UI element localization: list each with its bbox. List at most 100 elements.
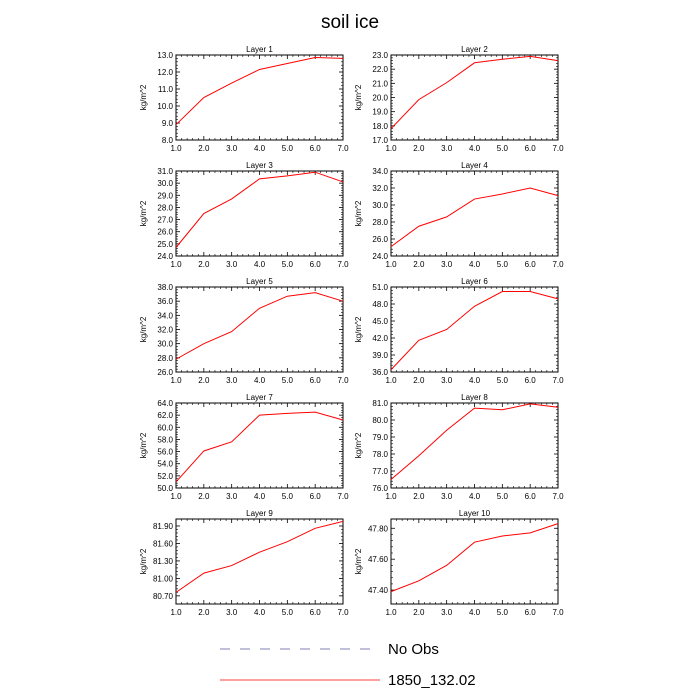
x-tick-label: 1.0 bbox=[385, 492, 397, 501]
y-tick-label: 10.0 bbox=[157, 102, 173, 111]
x-tick-label: 6.0 bbox=[525, 376, 537, 385]
x-tick-label: 6.0 bbox=[525, 608, 537, 617]
panel-layer-5: Layer 5 1.0 2.0 3.0 4.0 5.0 6.0 7.0 26.0 28.0 30.0… bbox=[139, 277, 349, 385]
x-tick-label: 2.0 bbox=[198, 492, 210, 501]
panel-layer-7: Layer 7 1.0 2.0 3.0 4.0 5.0 6.0 7.0 50.0 52.0 54.0… bbox=[139, 393, 349, 501]
y-tick-label: 32.0 bbox=[372, 184, 388, 193]
x-tick-label: 4.0 bbox=[254, 144, 266, 153]
panel-title: Layer 2 bbox=[461, 45, 488, 54]
x-tick-label: 2.0 bbox=[198, 144, 210, 153]
x-tick-label: 7.0 bbox=[337, 260, 349, 269]
x-tick-label: 2.0 bbox=[198, 608, 210, 617]
panel-title: Layer 7 bbox=[246, 393, 273, 402]
y-tick-label: 56.0 bbox=[157, 448, 173, 457]
series-line bbox=[175, 411, 344, 483]
x-tick-label: 6.0 bbox=[525, 492, 537, 501]
y-axis-label: kg/m^2 bbox=[139, 548, 148, 574]
y-tick-label: 48.0 bbox=[372, 300, 388, 309]
x-tick-label: 4.0 bbox=[469, 376, 481, 385]
x-tick-label: 7.0 bbox=[552, 608, 564, 617]
y-tick-label: 28.0 bbox=[372, 218, 388, 227]
x-tick-label: 6.0 bbox=[310, 376, 322, 385]
panel-title: Layer 3 bbox=[246, 161, 273, 170]
y-axis-label: kg/m^2 bbox=[354, 548, 363, 574]
y-tick-label: 45.0 bbox=[372, 317, 388, 326]
y-tick-label: 26.0 bbox=[372, 235, 388, 244]
y-axis-label: kg/m^2 bbox=[139, 200, 148, 226]
plot-frame bbox=[390, 54, 559, 141]
x-tick-label: 5.0 bbox=[282, 608, 294, 617]
x-tick-label: 2.0 bbox=[198, 376, 210, 385]
x-tick-label: 2.0 bbox=[413, 376, 425, 385]
y-tick-label: 27.0 bbox=[157, 216, 173, 225]
x-tick-label: 6.0 bbox=[525, 260, 537, 269]
y-tick-label: 58.0 bbox=[157, 435, 173, 444]
panel-layer-6: Layer 6 1.0 2.0 3.0 4.0 5.0 6.0 7.0 36.0 39.0 42.0… bbox=[354, 277, 564, 385]
x-tick-label: 3.0 bbox=[441, 376, 453, 385]
x-tick-label: 2.0 bbox=[413, 260, 425, 269]
y-tick-label: 80.0 bbox=[372, 416, 388, 425]
y-tick-label: 20.0 bbox=[372, 94, 388, 103]
x-tick-label: 3.0 bbox=[441, 608, 453, 617]
x-tick-label: 2.0 bbox=[413, 608, 425, 617]
x-tick-label: 7.0 bbox=[337, 492, 349, 501]
y-axis-label: kg/m^2 bbox=[139, 432, 148, 458]
x-tick-label: 4.0 bbox=[254, 260, 266, 269]
y-axis-label: kg/m^2 bbox=[139, 316, 148, 342]
x-tick-label: 7.0 bbox=[337, 144, 349, 153]
y-tick-label: 26.0 bbox=[157, 368, 173, 377]
x-tick-label: 1.0 bbox=[385, 260, 397, 269]
y-tick-label: 28.0 bbox=[157, 203, 173, 212]
y-axis-label: kg/m^2 bbox=[354, 316, 363, 342]
y-tick-label: 8.0 bbox=[162, 136, 174, 145]
x-tick-label: 7.0 bbox=[552, 376, 564, 385]
x-tick-label: 2.0 bbox=[413, 492, 425, 501]
panel-title: Layer 8 bbox=[461, 393, 488, 402]
x-tick-label: 4.0 bbox=[254, 376, 266, 385]
panel-layer-8: Layer 8 1.0 2.0 3.0 4.0 5.0 6.0 7.0 76.0 77.0 78.0… bbox=[354, 393, 564, 501]
y-axis-label: kg/m^2 bbox=[354, 200, 363, 226]
x-tick-label: 5.0 bbox=[282, 260, 294, 269]
y-tick-label: 17.0 bbox=[372, 136, 388, 145]
y-tick-label: 24.0 bbox=[372, 252, 388, 261]
x-tick-label: 5.0 bbox=[497, 144, 509, 153]
main-title: soil ice bbox=[321, 12, 379, 33]
x-tick-label: 5.0 bbox=[497, 260, 509, 269]
x-tick-label: 4.0 bbox=[254, 492, 266, 501]
x-tick-label: 3.0 bbox=[441, 144, 453, 153]
panel-layer-3: Layer 3 1.0 2.0 3.0 4.0 5.0 6.0 7.0 24.0 25.0 26.0… bbox=[139, 161, 349, 269]
y-tick-label: 30.0 bbox=[372, 201, 388, 210]
x-tick-label: 1.0 bbox=[170, 376, 182, 385]
panel-title: Layer 1 bbox=[246, 45, 273, 54]
plot-frame bbox=[175, 518, 344, 605]
y-tick-label: 13.0 bbox=[157, 51, 173, 60]
x-tick-label: 1.0 bbox=[170, 144, 182, 153]
panel-title: Layer 5 bbox=[246, 277, 273, 286]
series-line bbox=[175, 57, 344, 126]
x-tick-label: 1.0 bbox=[385, 376, 397, 385]
y-tick-label: 36.0 bbox=[372, 368, 388, 377]
y-tick-label: 31.0 bbox=[157, 167, 173, 176]
x-tick-label: 3.0 bbox=[441, 492, 453, 501]
x-tick-label: 4.0 bbox=[469, 260, 481, 269]
plot-frame bbox=[175, 170, 344, 257]
panel-title: Layer 6 bbox=[461, 277, 488, 286]
x-tick-label: 7.0 bbox=[337, 376, 349, 385]
y-tick-label: 78.0 bbox=[372, 450, 388, 459]
panel-layer-2: Layer 2 1.0 2.0 3.0 4.0 5.0 6.0 7.0 17.0 18.0 19.0… bbox=[354, 45, 564, 153]
series-line bbox=[175, 520, 344, 593]
x-tick-label: 6.0 bbox=[310, 608, 322, 617]
plot-frame bbox=[390, 170, 559, 257]
legend-label-1850: 1850_132.02 bbox=[388, 672, 476, 689]
x-tick-label: 3.0 bbox=[226, 260, 238, 269]
y-tick-label: 79.0 bbox=[372, 433, 388, 442]
x-tick-label: 6.0 bbox=[310, 260, 322, 269]
y-tick-label: 9.0 bbox=[162, 119, 174, 128]
y-tick-label: 36.0 bbox=[157, 297, 173, 306]
x-tick-label: 2.0 bbox=[413, 144, 425, 153]
y-tick-label: 18.0 bbox=[372, 122, 388, 131]
x-tick-label: 3.0 bbox=[226, 144, 238, 153]
y-tick-label: 30.0 bbox=[157, 179, 173, 188]
legend: No Obs 1850_132.02 bbox=[220, 641, 476, 689]
